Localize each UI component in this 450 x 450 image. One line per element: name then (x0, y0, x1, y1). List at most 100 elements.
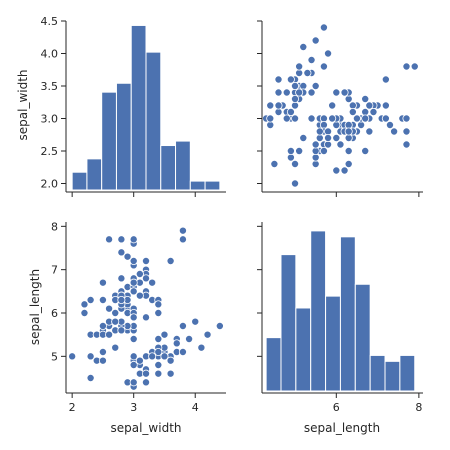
scatter-point (172, 339, 181, 348)
scatter-point (402, 62, 411, 71)
scatter-point (86, 352, 95, 361)
scatter-point (266, 114, 275, 123)
scatter-point (336, 140, 345, 149)
scatter-point (129, 235, 138, 244)
scatter-point (307, 114, 316, 123)
scatter-point (385, 121, 394, 130)
scatter-point (319, 62, 328, 71)
scatter-point (105, 304, 114, 313)
scatter-point (117, 295, 126, 304)
scatter-point (129, 313, 138, 322)
scatter-point (286, 146, 295, 155)
scatter-point (307, 88, 316, 97)
scatter-point (135, 356, 144, 365)
scatter-point (352, 114, 361, 123)
histogram-bar (325, 295, 341, 392)
x-axis-title-left: sepal_width (110, 421, 181, 435)
scatter-point (141, 256, 150, 265)
scatter-point (117, 274, 126, 283)
histogram-bar (175, 140, 191, 191)
scatter-point (291, 179, 300, 188)
scatter-point (311, 82, 320, 91)
scatter-point (154, 347, 163, 356)
y-tick-label: 3.5 (41, 80, 59, 93)
scatter-point (135, 269, 144, 278)
histogram-bar (280, 254, 297, 392)
scatter-point (135, 291, 144, 300)
scatter-point (160, 352, 169, 361)
scatter-point (154, 360, 163, 369)
y-tick-label: 2.0 (41, 178, 59, 191)
histogram-bar (265, 337, 282, 392)
scatter-point (274, 101, 283, 110)
scatter-point (348, 108, 357, 117)
scatter-point (86, 295, 95, 304)
scatter-point (141, 369, 150, 378)
scatter-point (324, 133, 333, 142)
scatter-point (178, 226, 187, 235)
scatter-point (295, 146, 304, 155)
scatter-point (344, 127, 353, 136)
scatter-point (390, 127, 399, 136)
scatter-point (344, 159, 353, 168)
scatter-point (111, 343, 120, 352)
scatter-point (319, 146, 328, 155)
scatter-point (282, 114, 291, 123)
histogram-bar (310, 230, 327, 392)
scatter-point (402, 127, 411, 136)
scatter-point (286, 75, 295, 84)
scatter-point (105, 330, 114, 339)
scatter-point (166, 369, 175, 378)
scatter-point (270, 159, 279, 168)
scatter-point (369, 108, 378, 117)
scatter-point (274, 88, 283, 97)
scatter-point (324, 49, 333, 58)
scatter-point (80, 300, 89, 309)
histogram-bar (115, 82, 132, 191)
histogram-bar (339, 236, 356, 392)
scatter-point (365, 101, 374, 110)
histogram-bar (369, 354, 386, 392)
scatter-point (148, 278, 157, 287)
scatter-point (117, 248, 126, 257)
scatter-point (141, 274, 150, 283)
y-axis-title-bottom: sepal_length (28, 269, 42, 345)
scatter-point (98, 356, 107, 365)
scatter-point (361, 146, 370, 155)
axes-layer: 2.0 2.5 3.0 3.5 4.0 4.5 5 6 7 8 2 3 4 6 8 (41, 15, 423, 414)
histogram-bar (204, 180, 221, 191)
scatter-point (303, 69, 312, 78)
scatter-point (381, 114, 390, 123)
scatter-point (315, 127, 324, 136)
histogram-bar (101, 91, 117, 191)
scatter-point (129, 278, 138, 287)
scatter-point (215, 321, 224, 330)
histogram-bar (384, 360, 401, 392)
histogram-sepal-width (71, 24, 221, 191)
scatter-point (154, 369, 163, 378)
scatter-point (340, 166, 349, 175)
scatter-point (402, 140, 411, 149)
y-tick-label: 2.5 (41, 145, 59, 158)
y-tick-label: 5 (51, 350, 58, 363)
x-tick-label: 3 (130, 401, 137, 414)
scatter-point (129, 256, 138, 265)
y-tick-label: 6 (51, 307, 58, 320)
scatter-point (344, 146, 353, 155)
scatter-point (381, 75, 390, 84)
scatter-point (178, 321, 187, 330)
histogram-bar (354, 283, 371, 392)
scatter-point (98, 278, 107, 287)
scatter-point (361, 114, 370, 123)
scatter-point (141, 313, 150, 322)
scatter-point (129, 334, 138, 343)
scatter-point (154, 300, 163, 309)
scatter-point (299, 43, 308, 52)
scatter-point (291, 82, 300, 91)
scatter-point (266, 101, 275, 110)
scatter-point (80, 308, 89, 317)
scatter-point (185, 334, 194, 343)
x-axis-title-right: sepal_length (304, 421, 380, 435)
scatter-point (68, 352, 77, 361)
scatter-point (117, 235, 126, 244)
